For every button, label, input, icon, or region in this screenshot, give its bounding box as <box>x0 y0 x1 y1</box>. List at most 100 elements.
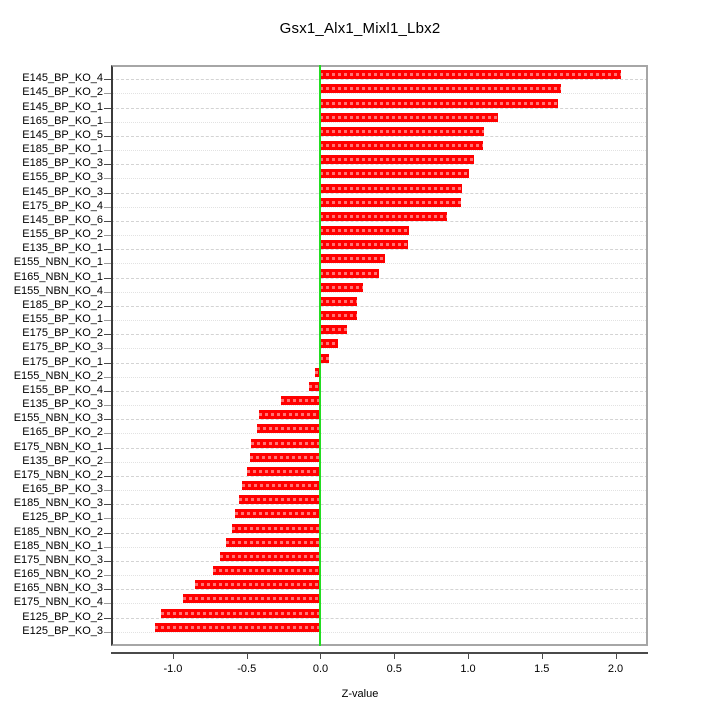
y-tick-mark <box>104 306 111 307</box>
y-tick-label: E185_BP_KO_3 <box>22 157 103 169</box>
bar[interactable] <box>258 410 321 419</box>
gridline <box>111 448 648 449</box>
x-tick-mark <box>394 652 396 659</box>
y-axis-labels: E145_BP_KO_4 E145_BP_KO_2 E145_BP_KO_1 E165… <box>0 65 720 646</box>
y-tick-label: E155_NBN_KO_2 <box>13 370 103 382</box>
bar[interactable] <box>242 481 321 490</box>
bar[interactable] <box>251 439 321 448</box>
gridline <box>111 320 648 321</box>
x-tick-mark <box>541 652 543 659</box>
gridline <box>111 632 648 633</box>
gridline <box>111 462 648 463</box>
bar[interactable] <box>249 453 321 462</box>
y-tick-label: E155_NBN_KO_4 <box>13 285 103 297</box>
bar[interactable] <box>320 99 558 108</box>
y-tick-mark <box>104 235 111 236</box>
x-tick-label: 1.5 <box>534 663 550 675</box>
gridline <box>111 533 648 534</box>
plot-area <box>111 65 648 646</box>
y-tick-mark <box>104 292 111 293</box>
bar[interactable] <box>320 254 386 263</box>
y-tick-label: E165_NBN_KO_2 <box>13 568 103 580</box>
bar[interactable] <box>239 495 321 504</box>
y-tick-mark <box>104 433 111 434</box>
bar[interactable] <box>320 84 561 93</box>
y-tick-label: E165_BP_KO_1 <box>22 115 103 127</box>
y-tick-label: E185_BP_KO_2 <box>22 299 103 311</box>
bar[interactable] <box>195 580 321 589</box>
bar[interactable] <box>320 269 380 278</box>
y-tick-mark <box>104 575 111 576</box>
y-tick-mark <box>104 348 111 349</box>
gridline <box>111 292 648 293</box>
bar[interactable] <box>320 240 408 249</box>
y-tick-label: E175_BP_KO_2 <box>22 327 103 339</box>
y-tick-label: E175_BP_KO_4 <box>22 200 103 212</box>
bar[interactable] <box>220 552 321 561</box>
gridline <box>111 334 648 335</box>
y-tick-mark <box>104 122 111 123</box>
y-tick-mark <box>104 79 111 80</box>
bar[interactable] <box>320 184 463 193</box>
bar[interactable] <box>320 198 461 207</box>
gridline <box>111 207 648 208</box>
y-tick-mark <box>104 320 111 321</box>
x-tick-label: -0.5 <box>237 663 257 675</box>
bar[interactable] <box>320 70 622 79</box>
gridline <box>111 589 648 590</box>
gridline <box>111 79 648 80</box>
x-tick-mark <box>246 652 248 659</box>
bar[interactable] <box>320 339 339 348</box>
gridline <box>111 377 648 378</box>
bar[interactable] <box>320 311 358 320</box>
bar[interactable] <box>246 467 321 476</box>
bar[interactable] <box>320 141 483 150</box>
x-tick-label: 2.0 <box>607 663 624 675</box>
gridline <box>111 193 648 194</box>
bar[interactable] <box>280 396 321 405</box>
bar[interactable] <box>308 382 321 391</box>
y-tick-label: E135_BP_KO_2 <box>22 455 103 467</box>
bar[interactable] <box>155 623 321 632</box>
gridline <box>111 490 648 491</box>
gridline <box>111 108 648 109</box>
gridline <box>111 391 648 392</box>
bar[interactable] <box>320 226 409 235</box>
bar[interactable] <box>320 212 448 221</box>
bar[interactable] <box>161 609 321 618</box>
y-tick-mark <box>104 193 111 194</box>
bar[interactable] <box>314 368 321 377</box>
y-tick-mark <box>104 221 111 222</box>
bar[interactable] <box>320 127 485 136</box>
y-tick-mark <box>104 334 111 335</box>
y-tick-label: E165_NBN_KO_3 <box>13 582 103 594</box>
bar[interactable] <box>183 594 321 603</box>
y-tick-mark <box>104 547 111 548</box>
y-tick-label: E135_BP_KO_3 <box>22 398 103 410</box>
gridline <box>111 150 648 151</box>
bar[interactable] <box>257 424 321 433</box>
y-tick-label: E165_BP_KO_2 <box>22 426 103 438</box>
gridline <box>111 433 648 434</box>
x-tick-mark <box>320 652 322 659</box>
gridline <box>111 561 648 562</box>
gridline <box>111 178 648 179</box>
bar[interactable] <box>320 354 330 363</box>
bar[interactable] <box>320 283 364 292</box>
y-tick-label: E155_NBN_KO_1 <box>13 256 103 268</box>
bar[interactable] <box>320 113 498 122</box>
bar[interactable] <box>231 524 321 533</box>
bar[interactable] <box>320 169 470 178</box>
bar[interactable] <box>226 538 321 547</box>
bar[interactable] <box>320 155 474 164</box>
y-tick-mark <box>104 603 111 604</box>
bar[interactable] <box>320 325 348 334</box>
y-tick-mark <box>104 462 111 463</box>
bar[interactable] <box>234 509 321 518</box>
y-tick-mark <box>104 108 111 109</box>
x-tick-label: 1.0 <box>460 663 476 675</box>
y-tick-mark <box>104 632 111 633</box>
bar[interactable] <box>320 297 358 306</box>
bar[interactable] <box>212 566 321 575</box>
y-tick-label: E125_BP_KO_2 <box>22 611 103 623</box>
